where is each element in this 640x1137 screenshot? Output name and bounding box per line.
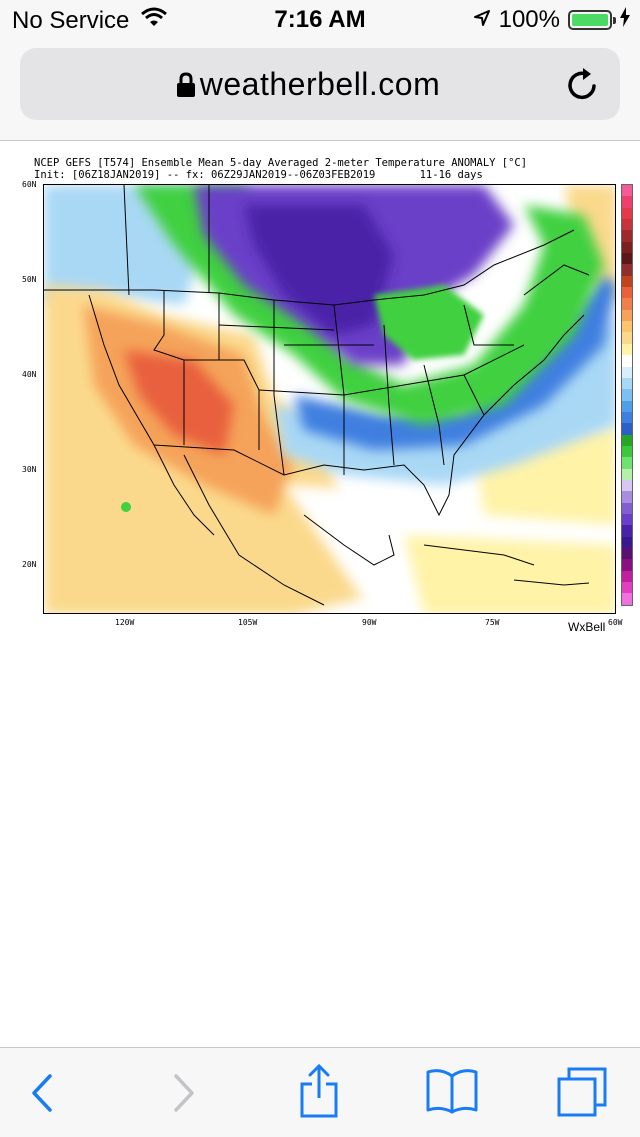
colorbar-swatch bbox=[622, 332, 632, 344]
colorbar-swatch bbox=[622, 207, 632, 220]
colorbar-swatch bbox=[622, 343, 632, 356]
carrier-label: No Service bbox=[12, 6, 130, 34]
browser-chrome: weatherbell.com bbox=[0, 40, 640, 141]
colorbar-swatch bbox=[622, 185, 632, 197]
colorbar-swatch bbox=[622, 559, 632, 571]
battery-percent: 100% bbox=[498, 6, 560, 33]
browser-toolbar bbox=[0, 1047, 640, 1137]
tabs-icon[interactable] bbox=[556, 1066, 608, 1123]
back-icon[interactable] bbox=[28, 1072, 58, 1119]
colorbar-swatch bbox=[622, 253, 632, 265]
bookmarks-icon[interactable] bbox=[425, 1068, 479, 1119]
address-host: weatherbell.com bbox=[199, 66, 441, 102]
colorbar-swatch bbox=[622, 377, 632, 390]
colorbar-swatch bbox=[622, 264, 632, 276]
colorbar-swatch bbox=[622, 548, 632, 560]
lat-label-40n: 40N bbox=[22, 370, 37, 379]
colorbar-swatch bbox=[622, 309, 632, 322]
colorbar-swatch bbox=[622, 525, 632, 537]
status-bar: No Service 7:16 AM 100% bbox=[0, 0, 640, 40]
colorbar-swatch bbox=[622, 366, 632, 378]
reload-icon[interactable] bbox=[566, 66, 600, 107]
anomaly-map bbox=[43, 184, 616, 614]
colorbar-swatch bbox=[622, 491, 632, 503]
wxbell-logo: WxBell bbox=[568, 620, 606, 634]
status-left: No Service bbox=[12, 6, 169, 35]
colorbar-swatch bbox=[622, 287, 632, 299]
lat-label-30n: 30N bbox=[22, 465, 37, 474]
address-bar[interactable]: weatherbell.com bbox=[20, 48, 620, 120]
forward-icon[interactable] bbox=[168, 1072, 198, 1119]
colorbar-swatch bbox=[622, 479, 632, 492]
colorbar-swatch bbox=[622, 570, 632, 583]
colorbar-swatch bbox=[622, 513, 632, 526]
anomaly-map-graphic bbox=[44, 185, 615, 613]
lon-label-105w: 105W bbox=[238, 618, 258, 627]
lock-icon bbox=[176, 72, 196, 103]
status-right: 100% bbox=[473, 6, 630, 34]
colorbar-swatch bbox=[622, 411, 632, 424]
lat-label-50n: 50N bbox=[22, 275, 37, 284]
lon-label-75w: 75W bbox=[485, 618, 500, 627]
colorbar-swatch bbox=[622, 230, 632, 242]
colorbar-legend bbox=[621, 184, 633, 606]
colorbar-swatch bbox=[622, 468, 632, 480]
colorbar-swatch bbox=[622, 457, 632, 469]
status-time: 7:16 AM bbox=[274, 6, 366, 33]
colorbar-swatch bbox=[622, 219, 632, 231]
colorbar-swatch bbox=[622, 298, 632, 310]
weather-map-image: NCEP GEFS [T574] Ensemble Mean 5-day Ave… bbox=[0, 141, 640, 637]
map-title-line2: Init: [06Z18JAN2019] -- fx: 06Z29JAN2019… bbox=[34, 169, 483, 181]
lat-label-20n: 20N bbox=[22, 560, 37, 569]
colorbar-swatch bbox=[622, 582, 632, 594]
colorbar-swatch bbox=[622, 241, 632, 254]
colorbar-swatch bbox=[622, 400, 632, 412]
colorbar-swatch bbox=[622, 275, 632, 288]
location-arrow-icon bbox=[473, 6, 491, 34]
colorbar-swatch bbox=[622, 434, 632, 446]
map-title: NCEP GEFS [T574] Ensemble Mean 5-day Ave… bbox=[34, 157, 527, 181]
colorbar-swatch bbox=[622, 423, 632, 435]
share-icon[interactable] bbox=[298, 1063, 340, 1123]
colorbar-swatch bbox=[622, 196, 632, 208]
lat-label-60n: 60N bbox=[22, 180, 37, 189]
battery-icon bbox=[568, 10, 616, 30]
colorbar-swatch bbox=[622, 536, 632, 548]
colorbar-swatch bbox=[622, 593, 632, 605]
lon-label-120w: 120W bbox=[115, 618, 135, 627]
colorbar-swatch bbox=[622, 445, 632, 458]
lon-label-60w: 60W bbox=[608, 618, 623, 627]
colorbar-swatch bbox=[622, 355, 632, 367]
wifi-icon bbox=[139, 6, 169, 35]
colorbar-swatch bbox=[622, 389, 632, 401]
colorbar-swatch bbox=[622, 321, 632, 333]
map-title-line1: NCEP GEFS [T574] Ensemble Mean 5-day Ave… bbox=[34, 157, 528, 169]
colorbar-swatch bbox=[622, 502, 632, 514]
lon-label-90w: 90W bbox=[362, 618, 377, 627]
charging-bolt-icon bbox=[620, 6, 630, 34]
